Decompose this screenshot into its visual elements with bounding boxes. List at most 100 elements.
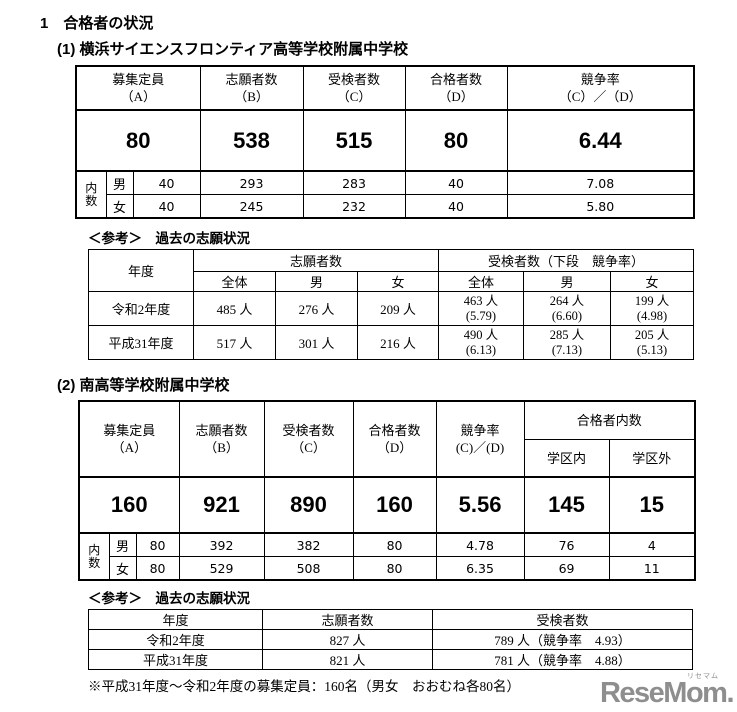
history2-header-row: 年度 志願者数 受検者数 xyxy=(88,609,693,630)
examinees-column-header: 受検者数 xyxy=(432,609,693,630)
year-cell: 平成31年度 xyxy=(88,649,263,670)
female-capacity: 80 xyxy=(135,556,180,581)
male-applicants: 392 xyxy=(178,532,265,557)
sex-label-female: 女 xyxy=(108,556,137,581)
sex-label-male: 男 xyxy=(105,170,134,195)
male-applicants: 293 xyxy=(199,170,304,195)
total-applicants: 538 xyxy=(199,109,304,172)
female-out-district: 11 xyxy=(608,556,696,581)
male-accepted: 40 xyxy=(404,170,508,195)
col-header-out-district: 学区外 xyxy=(608,439,696,478)
female-capacity: 40 xyxy=(132,194,201,219)
resemom-logo: リセマム ReseMom. xyxy=(599,671,735,709)
applicants-male: 301 人 xyxy=(275,325,358,360)
col-header-examinees: 受検者数 （C） xyxy=(302,65,406,111)
section2-male-row: 内数 男 80 392 382 80 4.78 76 4 xyxy=(78,532,696,581)
section2-female-row: 女 80 529 508 80 6.35 69 11 xyxy=(79,556,696,581)
applicants-female: 209 人 xyxy=(357,291,439,326)
male-out-district: 4 xyxy=(608,532,696,557)
sex-label-female: 女 xyxy=(105,194,134,219)
female-applicants: 245 xyxy=(199,194,304,219)
section2-main-table: 募集定員 （A） 志願者数 （B） 受検者数 （C） 合格者数 （D） 競争率 (C)／(… xyxy=(78,400,697,581)
col-header-in-district: 学区内 xyxy=(523,439,610,478)
col-header-accepted-breakdown: 合格者内数 xyxy=(523,400,696,440)
female-accepted: 80 xyxy=(352,556,437,581)
footnote: ※平成31年度～令和2年度の募集定員：160名（男女 おおむね各80名） xyxy=(88,679,520,694)
sex-label-male: 男 xyxy=(108,532,137,557)
examinees-male: 264 人 (6.60) xyxy=(523,291,611,326)
breakdown-label: 内数 xyxy=(78,532,110,581)
total-out-district: 15 xyxy=(608,476,696,534)
sub-header-total2: 全体 xyxy=(438,271,524,292)
male-ratio: 4.78 xyxy=(435,532,525,557)
male-examinees: 283 xyxy=(302,170,406,195)
section1-main-table: 募集定員 （A） 志願者数 （B） 受検者数 （C） 合格者数 （D） 競争率 （C）／（… xyxy=(75,65,696,219)
year-cell: 令和2年度 xyxy=(88,291,194,326)
applicants-total: 485 人 xyxy=(193,291,276,326)
examinees-cell: 781 人（競争率 4.88） xyxy=(432,649,693,670)
male-capacity: 40 xyxy=(132,170,201,195)
section1-totals-row: 80 538 515 80 6.44 xyxy=(75,109,695,172)
col-header-examinees: 受検者数 （C） xyxy=(263,400,354,478)
total-ratio: 5.56 xyxy=(435,476,525,534)
section1-header-row: 募集定員 （A） 志願者数 （B） 受検者数 （C） 合格者数 （D） 競争率 （C）／（… xyxy=(75,65,695,111)
year-cell: 令和2年度 xyxy=(88,629,263,650)
total-examinees: 890 xyxy=(263,476,354,534)
total-examinees: 515 xyxy=(302,109,406,172)
applicants-female: 216 人 xyxy=(357,325,439,360)
col-header-capacity: 募集定員 （A） xyxy=(78,400,180,478)
male-capacity: 80 xyxy=(135,532,180,557)
examinees-cell: 789 人（競争率 4.93） xyxy=(432,629,693,650)
female-ratio: 5.80 xyxy=(506,194,695,219)
female-applicants: 529 xyxy=(178,556,265,581)
history2-row-h31: 平成31年度 821 人 781 人（競争率 4.88） xyxy=(88,649,693,670)
history-row-r2: 令和2年度 485 人 276 人 209 人 463 人 (5.79) 264 … xyxy=(88,291,695,326)
col-header-ratio: 競争率 （C）／（D） xyxy=(506,65,695,111)
examinees-female: 199 人 (4.98) xyxy=(609,291,695,326)
examinees-male: 285 人 (7.13) xyxy=(523,325,611,360)
applicants-group-header: 志願者数 xyxy=(193,249,439,272)
section1-female-row: 女 40 245 232 40 5.80 xyxy=(76,194,695,219)
examinees-total: 463 人 (5.79) xyxy=(438,291,524,326)
sub-header-female: 女 xyxy=(357,271,439,292)
total-accepted: 80 xyxy=(404,109,508,172)
section2-reference-label: ＜参考＞ 過去の志願状況 xyxy=(88,591,250,606)
history-row-h31: 平成31年度 517 人 301 人 216 人 490 人 (6.13) 285… xyxy=(88,325,695,360)
sub-header-total: 全体 xyxy=(193,271,276,292)
total-applicants: 921 xyxy=(178,476,265,534)
resemom-wordmark: ReseMom. xyxy=(599,677,735,709)
col-header-ratio: 競争率 (C)／(D) xyxy=(435,400,525,478)
examinees-group-header: 受検者数（下段 競争率） xyxy=(437,249,695,272)
total-accepted: 160 xyxy=(352,476,437,534)
history2-row-r2: 令和2年度 827 人 789 人（競争率 4.93） xyxy=(88,629,693,650)
male-accepted: 80 xyxy=(352,532,437,557)
year-cell: 平成31年度 xyxy=(88,325,194,360)
female-accepted: 40 xyxy=(404,194,508,219)
total-capacity: 160 xyxy=(78,476,180,534)
col-header-accepted: 合格者数 （D） xyxy=(352,400,437,478)
col-header-capacity: 募集定員 （A） xyxy=(75,65,201,111)
applicants-cell: 827 人 xyxy=(262,629,433,650)
sub-header-female2: 女 xyxy=(609,271,695,292)
examinees-female: 205 人 (5.13) xyxy=(609,325,695,360)
history-sub-header-row: 全体 男 女 全体 男 女 xyxy=(89,271,695,292)
section1-history-table: 年度 志願者数 受検者数（下段 競争率） 全体 男 女 全体 男 女 令和2年度… xyxy=(88,249,695,360)
section1-heading: (1) 横浜サイエンスフロンティア高等学校附属中学校 xyxy=(57,41,409,58)
applicants-male: 276 人 xyxy=(275,291,358,326)
document-page: { "doc": { "title": "1 合格者の状況", "footnot… xyxy=(0,12,737,712)
section2-heading: (2) 南高等学校附属中学校 xyxy=(57,377,230,394)
examinees-total: 490 人 (6.13) xyxy=(438,325,524,360)
section1-reference-label: ＜参考＞ 過去の志願状況 xyxy=(88,231,250,246)
male-in-district: 76 xyxy=(523,532,610,557)
year-column-header: 年度 xyxy=(88,609,263,630)
col-header-applicants: 志願者数 （B） xyxy=(178,400,265,478)
total-in-district: 145 xyxy=(523,476,610,534)
female-examinees: 232 xyxy=(302,194,406,219)
section1-male-row: 内数 男 40 293 283 40 7.08 xyxy=(75,170,695,219)
col-header-accepted: 合格者数 （D） xyxy=(404,65,508,111)
total-capacity: 80 xyxy=(75,109,201,172)
section2-totals-row: 160 921 890 160 5.56 145 15 xyxy=(78,476,696,534)
breakdown-label: 内数 xyxy=(75,170,107,219)
sub-header-male2: 男 xyxy=(523,271,611,292)
female-in-district: 69 xyxy=(523,556,610,581)
